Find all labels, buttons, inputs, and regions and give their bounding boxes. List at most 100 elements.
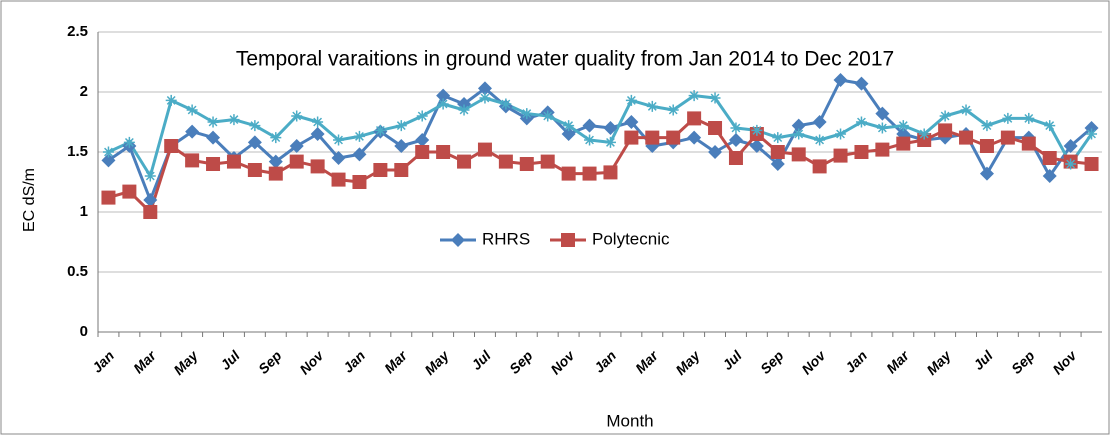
point <box>102 146 114 158</box>
point <box>833 148 848 163</box>
point <box>1042 151 1057 165</box>
point <box>603 165 618 180</box>
y-tick-label: 0.5 <box>67 263 88 280</box>
point <box>331 172 346 187</box>
point <box>1023 112 1035 124</box>
point <box>123 136 135 148</box>
point <box>960 104 972 116</box>
point <box>875 106 890 121</box>
point <box>938 123 953 138</box>
point <box>751 124 763 136</box>
point <box>542 110 554 122</box>
legend-marker <box>451 233 465 247</box>
point <box>164 139 179 153</box>
y-tick-label: 1.5 <box>67 143 88 160</box>
point <box>291 110 303 122</box>
point <box>939 110 951 122</box>
point <box>144 170 156 182</box>
point <box>1002 112 1014 124</box>
point <box>352 175 367 189</box>
point <box>457 154 472 169</box>
point <box>624 115 639 129</box>
point <box>582 166 597 181</box>
point <box>206 157 221 171</box>
point <box>479 92 491 104</box>
point <box>667 104 679 116</box>
point <box>666 130 681 145</box>
point <box>584 134 596 146</box>
point <box>394 163 409 177</box>
point <box>165 94 177 106</box>
point <box>122 184 137 199</box>
point <box>268 166 283 181</box>
point <box>709 92 721 104</box>
point <box>101 190 116 205</box>
point <box>185 124 200 139</box>
point <box>207 116 219 128</box>
point <box>854 76 869 91</box>
point <box>770 157 785 171</box>
point <box>310 159 325 174</box>
y-tick-label: 1 <box>80 203 88 220</box>
point <box>416 110 428 122</box>
point <box>289 154 304 169</box>
point <box>458 104 470 116</box>
point <box>331 151 346 165</box>
point <box>1000 130 1015 145</box>
point <box>1084 157 1099 171</box>
point <box>561 166 576 181</box>
point <box>979 139 994 153</box>
point <box>791 147 806 162</box>
point <box>959 130 974 145</box>
point <box>289 139 304 153</box>
y-axis-label: EC dS/m <box>21 168 38 232</box>
y-tick-label: 2.5 <box>67 23 88 40</box>
legend-label: Polytecnic <box>592 229 670 248</box>
point <box>728 151 743 165</box>
point <box>1063 139 1078 153</box>
point <box>1042 169 1057 183</box>
y-tick-label: 2 <box>80 83 88 100</box>
point <box>645 130 660 145</box>
point <box>206 130 221 145</box>
point <box>1044 120 1056 132</box>
point <box>1021 136 1036 151</box>
point <box>185 153 200 168</box>
point <box>875 142 890 157</box>
point <box>979 166 994 181</box>
point <box>270 132 282 144</box>
point <box>353 130 365 142</box>
point <box>833 73 848 87</box>
point <box>186 104 198 116</box>
point <box>855 116 867 128</box>
point <box>814 134 826 146</box>
point <box>603 121 618 135</box>
point <box>247 163 262 177</box>
point <box>394 139 409 153</box>
point <box>477 81 492 96</box>
point <box>981 120 993 132</box>
point <box>791 118 806 133</box>
point <box>688 90 700 102</box>
point <box>812 159 827 174</box>
point <box>1086 128 1098 140</box>
point <box>498 154 513 169</box>
point <box>415 145 430 159</box>
point <box>500 98 512 110</box>
point <box>247 135 262 150</box>
point <box>436 145 451 159</box>
legend-marker <box>561 233 575 247</box>
point <box>226 154 241 169</box>
point <box>436 88 451 103</box>
point <box>793 128 805 140</box>
point <box>540 154 555 169</box>
point <box>582 118 597 133</box>
point <box>519 157 534 171</box>
point <box>312 116 324 128</box>
point <box>437 98 449 110</box>
point <box>876 122 888 134</box>
point <box>770 145 785 159</box>
point <box>352 147 367 162</box>
